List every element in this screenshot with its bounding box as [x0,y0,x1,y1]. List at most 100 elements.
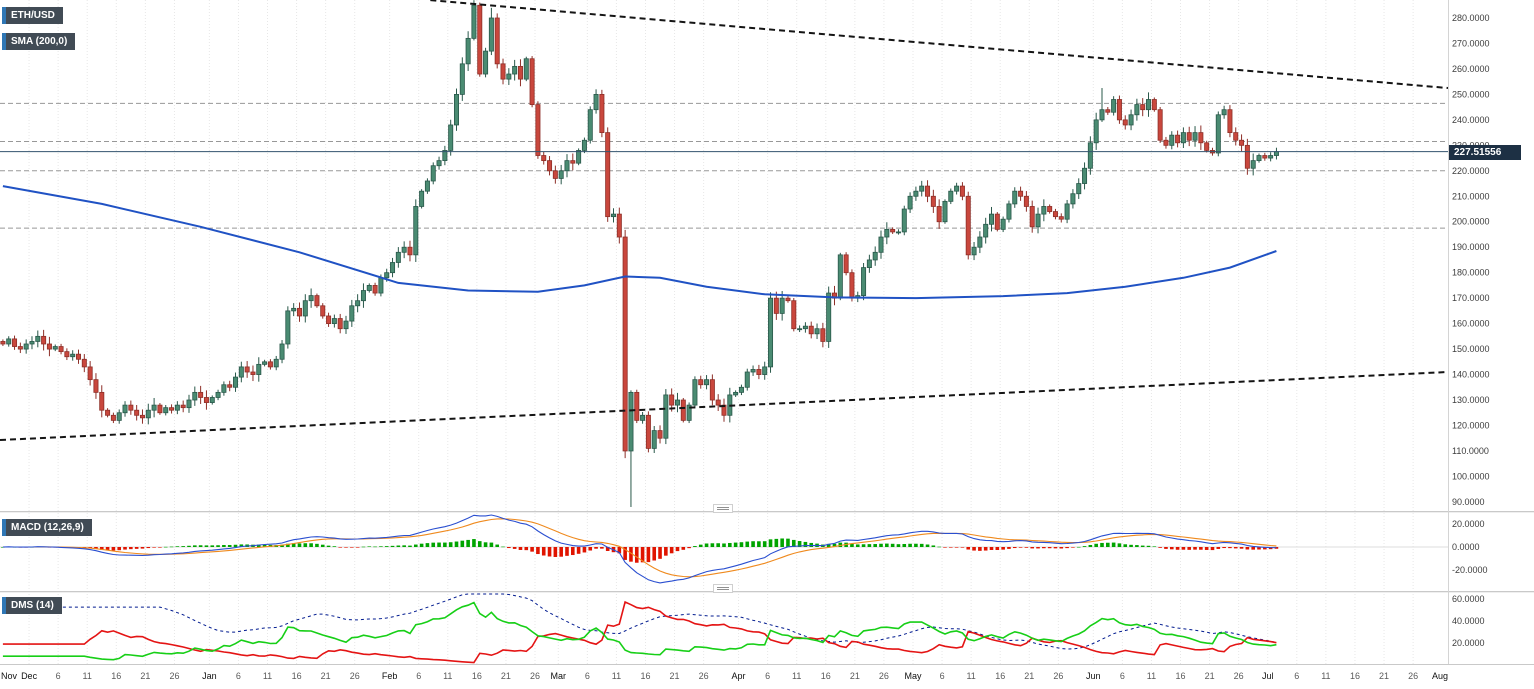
macd-panel-splitter[interactable] [713,504,733,513]
svg-text:6: 6 [940,671,945,681]
svg-text:6: 6 [1120,671,1125,681]
svg-text:11: 11 [966,671,975,681]
svg-text:130.0000: 130.0000 [1452,395,1490,405]
svg-text:110.0000: 110.0000 [1452,446,1489,456]
sma-line [2,185,1277,300]
svg-text:60.0000: 60.0000 [1452,594,1485,604]
svg-text:240.0000: 240.0000 [1452,115,1490,125]
svg-text:20.0000: 20.0000 [1452,519,1485,529]
time-axis[interactable]: Nov Dec 6 11 16 21 26 Jan 6 11 16 21 26 Feb 6 11 16 21 26 M… [1,671,1448,681]
svg-text:26: 26 [530,671,540,681]
svg-text:21: 21 [850,671,860,681]
svg-text:11: 11 [1321,671,1330,681]
svg-text:16: 16 [640,671,650,681]
svg-text:40.0000: 40.0000 [1452,616,1485,626]
svg-text:150.0000: 150.0000 [1452,344,1490,354]
symbol-label: ETH/USD [11,10,55,21]
svg-text:26: 26 [169,671,179,681]
dms-layer [2,593,1277,664]
svg-text:6: 6 [236,671,241,681]
svg-text:16: 16 [472,671,482,681]
svg-text:11: 11 [263,671,272,681]
svg-text:0.0000: 0.0000 [1452,542,1480,552]
svg-text:May: May [904,671,922,681]
svg-text:180.0000: 180.0000 [1452,268,1490,278]
dms-panel-splitter[interactable] [713,584,733,593]
svg-text:11: 11 [792,671,801,681]
svg-text:16: 16 [292,671,302,681]
svg-text:6: 6 [416,671,421,681]
svg-text:Apr: Apr [732,671,746,681]
svg-text:16: 16 [995,671,1005,681]
svg-text:6: 6 [56,671,61,681]
macd-indicator-label: MACD (12,26,9) [11,522,84,533]
svg-text:26: 26 [350,671,360,681]
sma-indicator-badge[interactable]: SMA (200,0) [2,33,76,50]
svg-text:20.0000: 20.0000 [1452,638,1485,648]
svg-text:11: 11 [612,671,621,681]
panel-separators [0,0,1534,665]
svg-text:-20.0000: -20.0000 [1452,565,1488,575]
last-price-value: 227.51556 [1454,146,1502,158]
svg-text:100.0000: 100.0000 [1452,471,1490,481]
grid-layer [28,0,1414,664]
svg-text:11: 11 [83,671,92,681]
dms-indicator-badge[interactable]: DMS (14) [2,597,62,614]
svg-text:270.0000: 270.0000 [1452,38,1490,48]
svg-text:Mar: Mar [551,671,567,681]
svg-text:21: 21 [1205,671,1215,681]
candles-layer [0,0,1279,507]
svg-text:120.0000: 120.0000 [1452,420,1490,430]
svg-text:280.0000: 280.0000 [1452,13,1490,23]
svg-text:Dec: Dec [21,671,38,681]
svg-text:11: 11 [443,671,452,681]
macd-layer [0,514,1448,584]
svg-text:160.0000: 160.0000 [1452,319,1490,329]
svg-text:26: 26 [1234,671,1244,681]
svg-text:Nov: Nov [1,671,18,681]
splitter-grip-icon [717,506,729,508]
svg-text:21: 21 [140,671,150,681]
svg-text:16: 16 [1350,671,1360,681]
svg-text:190.0000: 190.0000 [1452,242,1490,252]
svg-text:Feb: Feb [382,671,398,681]
dms-indicator-label: DMS (14) [11,600,54,611]
svg-text:140.0000: 140.0000 [1452,370,1490,380]
svg-text:6: 6 [765,671,770,681]
svg-text:26: 26 [879,671,889,681]
svg-text:21: 21 [321,671,331,681]
last-price-tag: 227.51556 [1449,144,1521,160]
svg-text:220.0000: 220.0000 [1452,166,1490,176]
svg-text:170.0000: 170.0000 [1452,293,1490,303]
trendline-layer [0,0,1449,442]
svg-text:Jul: Jul [1262,671,1274,681]
svg-text:26: 26 [1053,671,1063,681]
svg-text:Jun: Jun [1086,671,1101,681]
svg-text:21: 21 [1024,671,1034,681]
svg-text:16: 16 [1175,671,1185,681]
svg-text:Aug: Aug [1432,671,1448,681]
splitter-grip-icon [717,509,729,511]
svg-text:210.0000: 210.0000 [1452,191,1490,201]
symbol-badge[interactable]: ETH/USD [2,7,63,24]
svg-text:6: 6 [585,671,590,681]
svg-text:200.0000: 200.0000 [1452,217,1490,227]
svg-text:16: 16 [111,671,121,681]
svg-text:16: 16 [821,671,831,681]
support-resistance-layer [0,102,1448,229]
price-axis[interactable]: 280.0000 270.0000 260.0000 250.0000 240.0000… [1452,13,1490,648]
svg-text:26: 26 [699,671,709,681]
svg-text:26: 26 [1408,671,1418,681]
svg-text:11: 11 [1147,671,1156,681]
splitter-grip-icon [717,589,729,591]
svg-text:Jan: Jan [202,671,217,681]
svg-text:21: 21 [1379,671,1389,681]
sma-indicator-label: SMA (200,0) [11,36,68,47]
splitter-grip-icon [717,586,729,588]
svg-text:90.0000: 90.0000 [1452,497,1485,507]
svg-text:260.0000: 260.0000 [1452,64,1490,74]
macd-indicator-badge[interactable]: MACD (12,26,9) [2,519,92,536]
svg-text:21: 21 [501,671,511,681]
